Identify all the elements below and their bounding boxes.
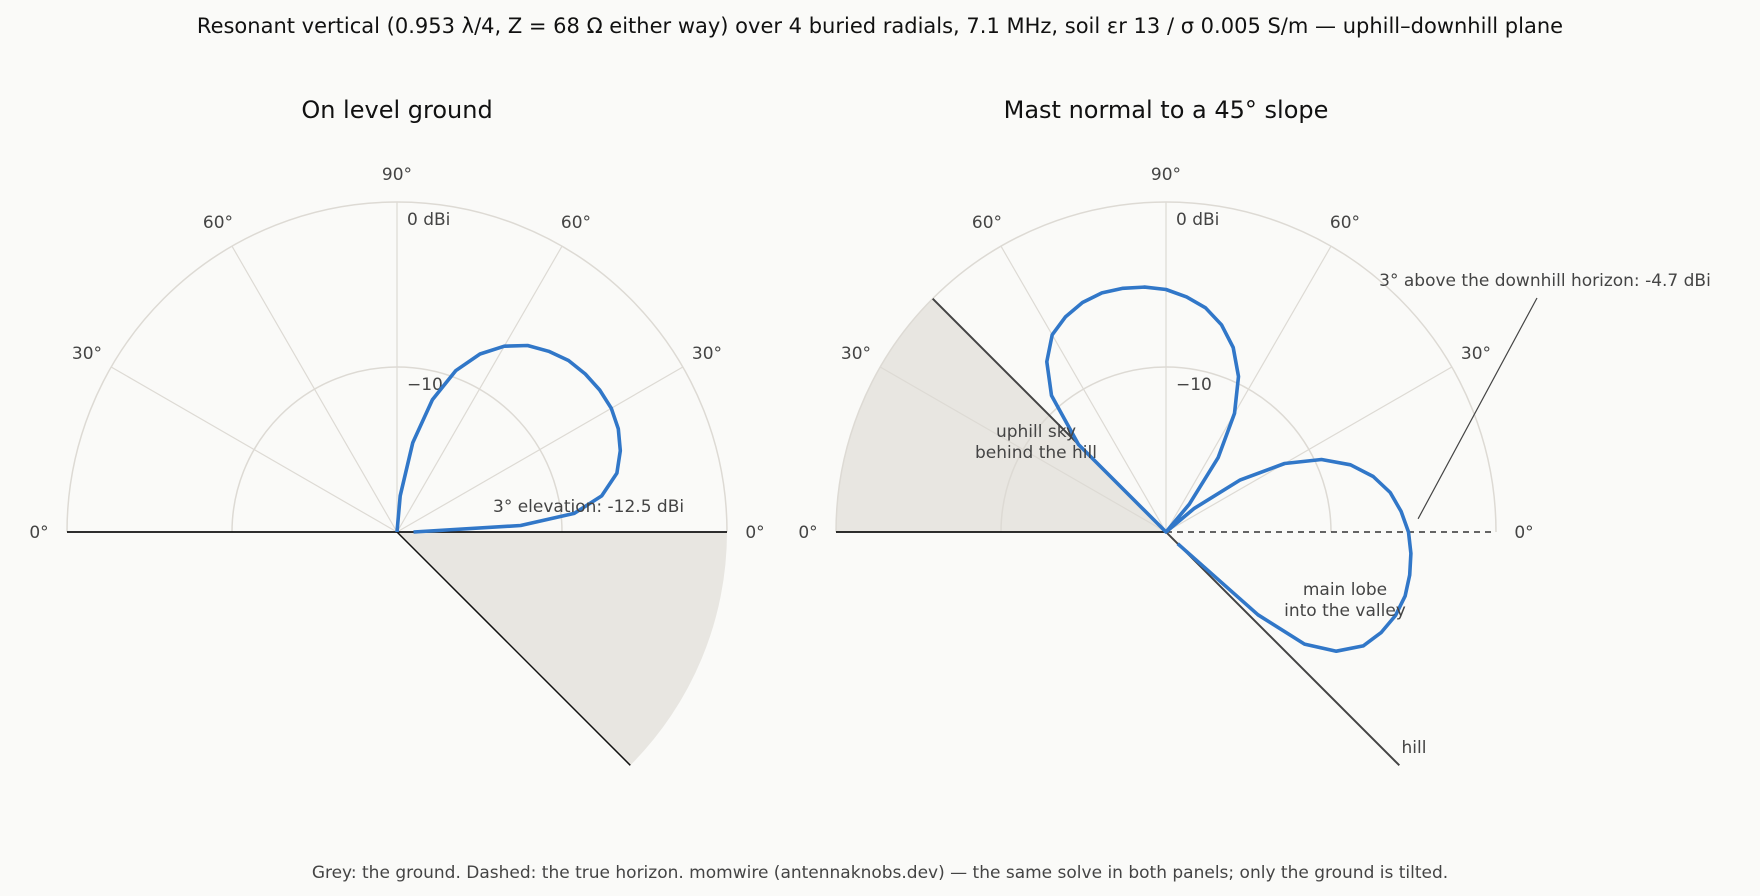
annotation-text: main lobe bbox=[1303, 580, 1387, 600]
radial-tick-label: −10 bbox=[1176, 375, 1212, 395]
angle-tick-label: 0° bbox=[29, 523, 48, 543]
ground-wedge bbox=[397, 532, 727, 766]
annotation-text: behind the hill bbox=[975, 443, 1097, 463]
ground-wedge bbox=[836, 298, 1166, 532]
figure-title: Resonant vertical (0.953 λ/4, Z = 68 Ω e… bbox=[197, 14, 1563, 38]
angle-tick-label: 30° bbox=[1461, 344, 1491, 364]
annotation-text: into the valley bbox=[1284, 601, 1406, 621]
grid-spoke bbox=[1165, 366, 1453, 533]
angle-tick-label: 30° bbox=[692, 344, 722, 364]
annotation-text: 3° above the downhill horizon: -4.7 dBi bbox=[1379, 271, 1711, 291]
figure-footer: Grey: the ground. Dashed: the true horiz… bbox=[312, 863, 1448, 883]
angle-tick-label: 30° bbox=[841, 344, 871, 364]
grid-spoke bbox=[231, 245, 398, 533]
ground-edge bbox=[396, 531, 631, 766]
pattern-series-line bbox=[395, 343, 623, 534]
grid-spoke bbox=[879, 366, 1167, 533]
pattern-series-line bbox=[1045, 285, 1413, 653]
panel-level-ground: On level ground 0° 30° 60° 90° 60° 30° 0° 0 dBi… bbox=[29, 96, 765, 766]
angle-tick-label: 60° bbox=[561, 213, 591, 233]
panel-title: Mast normal to a 45° slope bbox=[1004, 96, 1329, 124]
angle-tick-label: 60° bbox=[203, 213, 233, 233]
panel-title: On level ground bbox=[301, 96, 492, 124]
grid-spoke bbox=[1165, 245, 1332, 533]
grid-spoke bbox=[396, 366, 684, 533]
grid-spoke bbox=[110, 366, 398, 533]
radial-tick-label: 0 dBi bbox=[407, 210, 450, 230]
angle-tick-label: 30° bbox=[72, 344, 102, 364]
angle-tick-label: 60° bbox=[972, 213, 1002, 233]
grid-spoke bbox=[1000, 245, 1167, 533]
grid-spoke bbox=[396, 245, 563, 533]
angle-tick-label: 90° bbox=[1151, 165, 1181, 185]
angle-tick-label: 0° bbox=[798, 523, 817, 543]
panel-slope: Mast normal to a 45° slope 0° 30° 60° 90° 60… bbox=[798, 96, 1711, 767]
angle-tick-label: 60° bbox=[1330, 213, 1360, 233]
annotation-text: 3° elevation: -12.5 dBi bbox=[493, 497, 684, 517]
radial-tick-label: −10 bbox=[407, 375, 443, 395]
angle-tick-label: 0° bbox=[1514, 523, 1533, 543]
radial-tick-label: 0 dBi bbox=[1176, 210, 1219, 230]
angle-tick-label: 0° bbox=[745, 523, 764, 543]
annotation-text: uphill sky bbox=[996, 422, 1076, 442]
annotation-text: hill bbox=[1402, 738, 1427, 758]
annotation-leader bbox=[1417, 297, 1538, 520]
angle-tick-label: 90° bbox=[382, 165, 412, 185]
